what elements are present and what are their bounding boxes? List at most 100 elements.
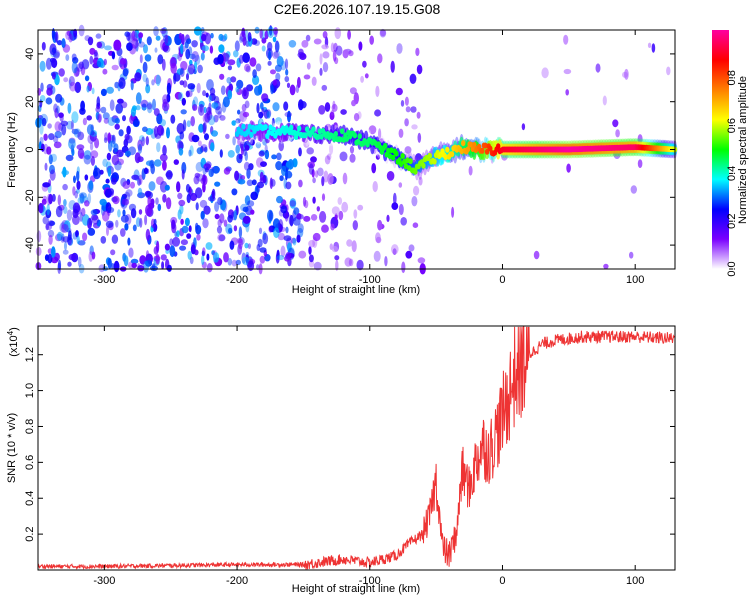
spectrogram-cell <box>338 210 344 221</box>
spectrogram-cell <box>321 84 328 91</box>
spectrogram-cell <box>90 209 98 216</box>
spectrogram-cell <box>223 252 229 263</box>
spectrogram-cell <box>156 142 161 153</box>
spectrogram-cell <box>219 213 225 224</box>
spectrogram-ridge <box>234 117 678 181</box>
spectrogram-cell <box>198 123 204 133</box>
spectrogram-cell <box>118 129 124 137</box>
spectrogram-cell <box>57 259 62 271</box>
spectrogram-cell <box>276 152 282 161</box>
spectrogram-cell <box>82 117 87 126</box>
spectrogram-cell <box>233 225 238 232</box>
spectrogram-cell <box>264 149 270 160</box>
spectrogram-cell <box>133 118 140 127</box>
spectrogram-cell <box>303 74 311 80</box>
spectrogram-cell <box>122 209 126 217</box>
spectrogram-cell <box>81 214 90 226</box>
spectrogram-cell <box>272 102 280 112</box>
spectrogram-cell <box>344 257 352 267</box>
spectrogram-cell <box>278 141 285 152</box>
spectrogram-cell <box>368 125 377 135</box>
spectrogram-cell <box>284 111 293 118</box>
spectrogram-cell <box>238 54 244 64</box>
spectrogram-cell <box>253 40 260 46</box>
spectrogram-cell <box>77 131 85 141</box>
spectrogram-cell <box>113 143 119 153</box>
spectrogram-cell <box>142 126 148 133</box>
spectrogram-cell <box>186 193 191 204</box>
spectrogram-cell <box>143 260 149 273</box>
spectrogram-x-label: Height of straight line (km) <box>292 284 420 296</box>
spectrogram-cell <box>137 265 145 272</box>
spectrogram-cell <box>98 264 106 273</box>
spectrogram-cell <box>413 185 420 196</box>
spectrogram-cell <box>102 112 110 120</box>
spectrogram-cell <box>186 120 191 128</box>
spectrogram-cell <box>40 143 45 152</box>
spectrogram-cell <box>137 144 143 154</box>
spectrogram-cell <box>416 111 421 119</box>
spectrogram-cell <box>89 47 96 55</box>
spectrogram-cell <box>264 144 268 153</box>
spectrogram-cell <box>139 54 143 64</box>
spectrogram-cell <box>622 71 628 78</box>
spectrogram-cell <box>377 219 383 231</box>
spectrogram-cell <box>188 149 192 157</box>
spectrogram-cell <box>79 212 83 222</box>
spectrogram-cell <box>154 133 162 139</box>
spectrogram-cell <box>257 238 263 248</box>
spectrogram-cell <box>46 87 53 96</box>
spectrogram-cell <box>78 61 85 70</box>
spectrogram-cell <box>317 167 324 177</box>
spectrogram-cell <box>351 240 357 253</box>
spectrogram-cell <box>219 73 225 80</box>
spectrogram-cell <box>102 158 108 167</box>
spectrogram-cell <box>411 124 418 130</box>
spectrogram-cell <box>637 159 643 169</box>
spectrogram-cell <box>202 166 207 175</box>
spectrogram-cell <box>398 182 403 188</box>
spectrogram-cell <box>227 59 236 66</box>
spectrogram-cell <box>242 215 251 224</box>
spectrogram-cell <box>242 256 250 266</box>
spectrogram-cell <box>179 245 187 251</box>
spectrogram-cell <box>276 56 284 67</box>
spectrogram-cell <box>178 147 184 156</box>
spectrogram-cell <box>566 163 571 173</box>
spectrogram-cell <box>187 63 196 75</box>
spectrogram-cell <box>63 77 69 83</box>
spectrogram-cell <box>400 100 405 107</box>
spectrogram-cell <box>155 74 161 87</box>
spectrogram-cell <box>310 156 317 163</box>
spectrogram-cell <box>218 234 226 242</box>
spectrogram-cell <box>73 32 78 40</box>
spectrogram-cell <box>276 254 285 261</box>
spectrogram-cell <box>145 84 151 94</box>
spectrogram-cell <box>237 109 241 115</box>
spectrogram-cell <box>227 214 233 223</box>
spectrogram-cell <box>178 32 183 40</box>
spectrogram-cell <box>87 193 92 204</box>
spectrogram-cell <box>223 167 231 175</box>
spectrogram-cell <box>217 197 223 206</box>
spectrogram-cell <box>114 123 120 130</box>
spectrogram-ridge-cell <box>445 146 450 153</box>
spectrogram-cell <box>229 240 235 250</box>
spectrogram-cell <box>76 180 81 190</box>
spectrogram-cell <box>131 174 140 180</box>
spectrogram-ridge-cell <box>432 158 437 165</box>
spectrogram-cell <box>192 96 199 107</box>
spectrogram-cell <box>249 139 255 146</box>
spectrogram-cell <box>242 206 249 213</box>
spectrogram-cell <box>122 115 126 122</box>
spectrogram-ridge-cell <box>289 124 294 131</box>
spectrogram-cell <box>45 97 53 105</box>
spectrogram-ridge-cell <box>241 123 246 130</box>
spectrogram-cell <box>202 122 207 133</box>
spectrogram-cell <box>68 76 75 87</box>
spectrogram-cell <box>283 235 292 242</box>
spectrogram-cell <box>72 214 80 226</box>
spectrogram-cell <box>68 79 72 89</box>
spectrogram-cell <box>194 172 201 179</box>
spectrogram-cell <box>166 264 172 272</box>
